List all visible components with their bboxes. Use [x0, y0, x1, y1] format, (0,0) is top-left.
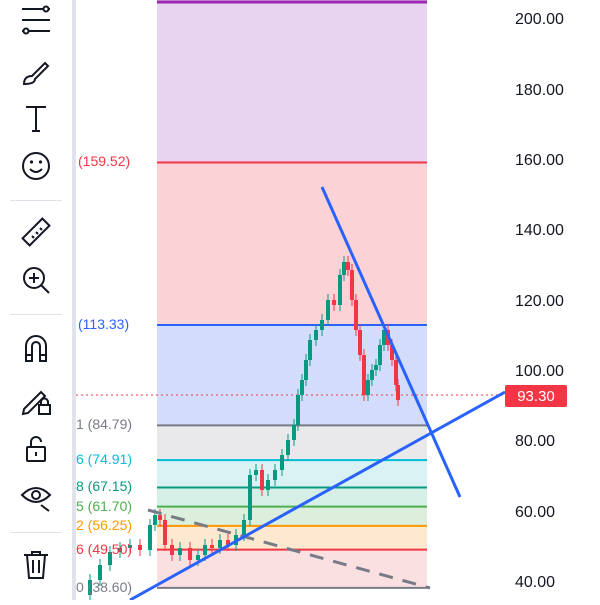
candle-body [350, 270, 354, 300]
candle-body [300, 380, 304, 395]
fib-level-label: (113.33) [78, 315, 130, 332]
toolbar-divider [10, 532, 62, 533]
candle-body [254, 470, 258, 475]
text-icon[interactable] [16, 98, 56, 138]
price-tick: 100.00 [515, 363, 564, 380]
toolbar-border [72, 0, 76, 600]
fib-zone [157, 487, 427, 507]
candle-body [138, 545, 142, 550]
candle-body [153, 515, 157, 525]
drawing-toolbar [0, 0, 72, 600]
candle-body [148, 525, 152, 550]
candle-body [260, 470, 264, 490]
candle-body [273, 470, 277, 480]
candle-body [314, 330, 318, 340]
candle-body [226, 540, 230, 545]
fib-zone [157, 162, 427, 325]
candle-body [266, 480, 270, 490]
candle-body [158, 515, 162, 520]
price-tick: 40.00 [515, 574, 556, 591]
candle-body [332, 300, 336, 305]
zoom-in-icon[interactable] [16, 260, 56, 300]
fib-level-label: 6 (49.50) [76, 540, 133, 557]
candle-body [88, 580, 92, 595]
candle-body [170, 545, 174, 555]
falling-trendline [320, 186, 462, 498]
candle-body [382, 330, 386, 345]
price-tick: 180.00 [515, 82, 564, 99]
candle-body [346, 262, 350, 270]
candle-body [248, 475, 252, 520]
candle-body [188, 548, 192, 560]
eye-icon[interactable] [16, 476, 56, 516]
candle-body [342, 262, 346, 275]
candle-body [218, 540, 222, 548]
candle-body [163, 520, 167, 545]
price-chart [76, 0, 506, 602]
candle-body [308, 340, 312, 360]
fib-level-label: (159.52) [78, 153, 131, 170]
unlock-icon[interactable] [16, 428, 56, 468]
candle-body [178, 548, 182, 555]
fib-level-label: 5 (61.70) [76, 497, 133, 514]
candle-body [338, 275, 342, 305]
candle-body [366, 380, 370, 395]
candle-body [390, 345, 394, 360]
price-tick: 60.00 [515, 504, 556, 521]
candle-body [242, 520, 246, 535]
emoji-icon[interactable] [16, 146, 56, 186]
candle-body [320, 320, 324, 330]
candle-body [396, 385, 400, 400]
fib-level-label: 2 (56.25) [76, 516, 133, 533]
fib-level-label: 6 (74.91) [76, 451, 133, 468]
price-tick: 140.00 [515, 222, 564, 239]
fib-zones [157, 0, 427, 588]
candle-body [378, 345, 382, 365]
candle-body [394, 360, 398, 385]
candle-body [296, 395, 300, 425]
candle-body [196, 555, 200, 560]
price-axis[interactable]: 200.00 180.00 160.00 140.00 120.00 100.0… [505, 0, 600, 600]
fib-level-label: 1 (84.79) [76, 416, 133, 433]
price-tick: 80.00 [515, 433, 556, 450]
price-tick: 200.00 [515, 11, 564, 28]
fib-level-label: 0 (38.60) [76, 578, 133, 595]
candle-body [118, 548, 122, 552]
rising-trendline [129, 390, 506, 602]
candle-body [374, 365, 378, 370]
candle-body [354, 300, 358, 330]
candle-body [286, 440, 290, 455]
candle-body [280, 455, 284, 470]
fib-zone [157, 506, 427, 526]
candle-body [358, 330, 362, 355]
brush-icon[interactable] [16, 52, 56, 92]
candle-body [98, 565, 102, 580]
magnet-icon[interactable] [16, 328, 56, 368]
current-price-badge: 93.30 [505, 385, 567, 407]
fib-level-label: 8 (67.15) [76, 478, 133, 495]
candle-body [203, 545, 207, 555]
fib-zone [157, 549, 427, 588]
fib-zone [157, 525, 427, 550]
fib-zone [157, 460, 427, 488]
candle-body [128, 545, 132, 548]
candle-body [326, 300, 330, 320]
ruler-icon[interactable] [16, 212, 56, 252]
candle-body [292, 425, 296, 440]
candle-body [362, 355, 366, 395]
fib-retracement-icon[interactable] [16, 0, 56, 40]
price-tick: 160.00 [515, 152, 564, 169]
candle-body [304, 360, 308, 380]
dashed-trendline [147, 508, 431, 590]
toolbar-divider [10, 314, 62, 315]
candle-body [370, 370, 374, 380]
toolbar-divider [10, 200, 62, 201]
price-tick: 120.00 [515, 293, 564, 310]
fib-zone [157, 0, 427, 163]
candle-body [108, 552, 112, 565]
candle-body [210, 545, 214, 548]
trash-icon[interactable] [16, 544, 56, 584]
lock-drawing-icon[interactable] [16, 380, 56, 420]
chart-area[interactable] [76, 0, 506, 602]
